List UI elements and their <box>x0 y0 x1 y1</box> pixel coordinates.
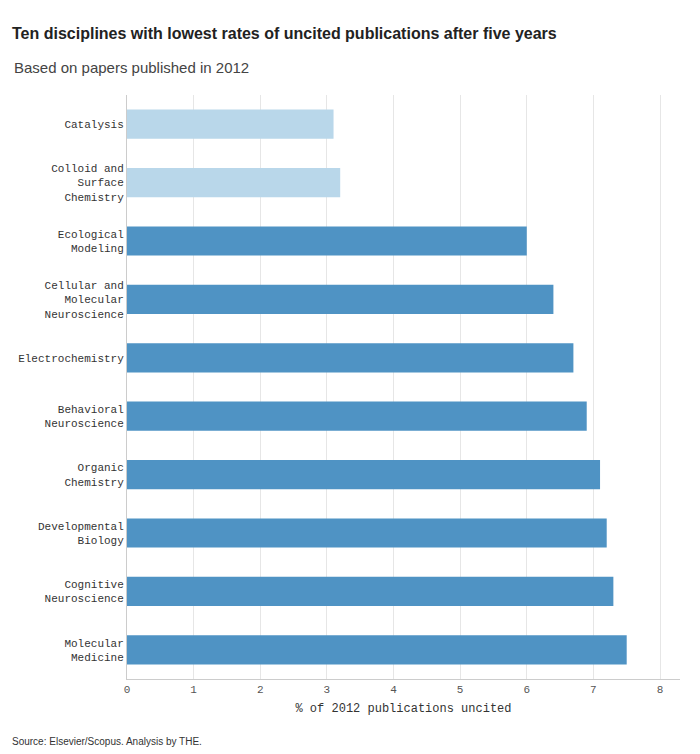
svg-text:7: 7 <box>590 684 597 696</box>
svg-text:Based on papers published in 2: Based on papers published in 2012 <box>14 59 249 76</box>
svg-text:6: 6 <box>523 684 530 696</box>
svg-text:% of 2012 publications uncited: % of 2012 publications uncited <box>295 702 511 716</box>
svg-text:2: 2 <box>257 684 264 696</box>
svg-text:Electrochemistry: Electrochemistry <box>18 353 124 365</box>
svg-text:1: 1 <box>190 684 197 696</box>
svg-text:Ten disciplines with lowest ra: Ten disciplines with lowest rates of unc… <box>12 25 557 42</box>
svg-text:Source: Elsevier/Scopus. Analy: Source: Elsevier/Scopus. Analysis by THE… <box>12 736 202 747</box>
svg-text:DevelopmentalBiology: DevelopmentalBiology <box>38 521 124 547</box>
svg-text:BehavioralNeuroscience: BehavioralNeuroscience <box>45 404 124 430</box>
svg-text:EcologicalModeling: EcologicalModeling <box>58 229 124 255</box>
svg-text:3: 3 <box>324 684 331 696</box>
svg-text:4: 4 <box>390 684 397 696</box>
svg-text:CognitiveNeuroscience: CognitiveNeuroscience <box>45 579 124 605</box>
svg-text:Catalysis: Catalysis <box>64 119 123 131</box>
svg-text:Colloid andSurfaceChemistry: Colloid andSurfaceChemistry <box>51 163 124 204</box>
svg-text:8: 8 <box>657 684 664 696</box>
svg-text:MolecularMedicine: MolecularMedicine <box>64 637 123 663</box>
svg-text:Cellular andMolecularNeuroscie: Cellular andMolecularNeuroscience <box>45 280 124 321</box>
svg-text:OrganicChemistry: OrganicChemistry <box>64 462 124 488</box>
svg-text:5: 5 <box>457 684 464 696</box>
svg-text:0: 0 <box>124 684 131 696</box>
